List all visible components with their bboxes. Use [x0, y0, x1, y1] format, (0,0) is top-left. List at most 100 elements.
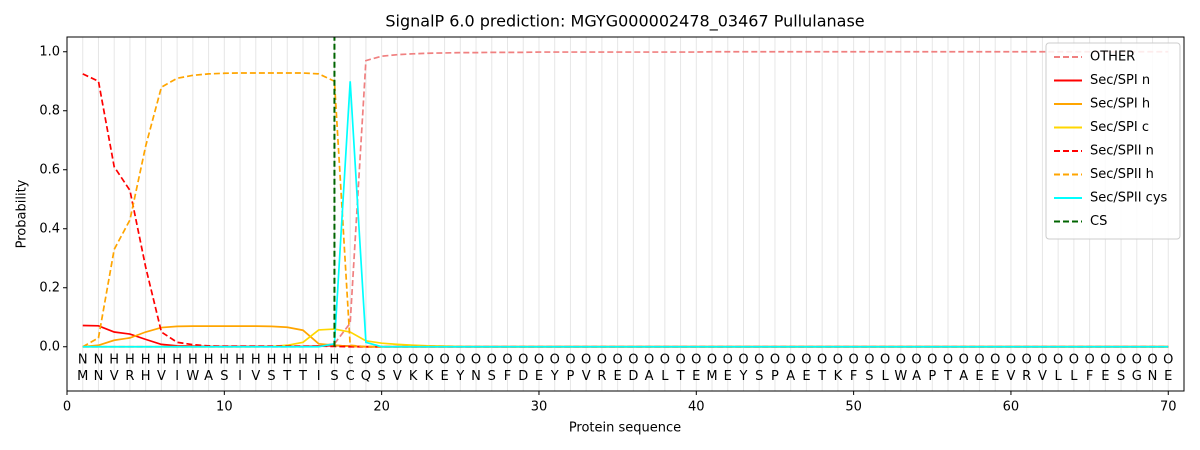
- residue-label: D: [518, 369, 528, 384]
- residue-label: I: [317, 369, 321, 384]
- region-label: H: [172, 353, 182, 368]
- legend-label: CS: [1090, 214, 1107, 229]
- region-label: H: [157, 353, 167, 368]
- residue-label: V: [393, 369, 402, 384]
- region-label: O: [801, 353, 811, 368]
- region-label: O: [943, 353, 953, 368]
- x-tick-label: 40: [688, 400, 705, 415]
- region-label: H: [298, 353, 308, 368]
- residue-label: S: [1117, 369, 1125, 384]
- region-label: O: [723, 353, 733, 368]
- region-label: O: [849, 353, 859, 368]
- region-label: O: [550, 353, 560, 368]
- residue-label: M: [77, 369, 88, 384]
- legend-label: OTHER: [1090, 50, 1135, 65]
- residue-label: V: [251, 369, 260, 384]
- region-label: O: [786, 353, 796, 368]
- residue-label: S: [488, 369, 496, 384]
- y-tick-label: 0.4: [39, 221, 60, 236]
- region-label: O: [691, 353, 701, 368]
- residue-label: V: [110, 369, 119, 384]
- x-tick-label: 70: [1160, 400, 1177, 415]
- region-label: O: [377, 353, 387, 368]
- residue-label: P: [567, 369, 575, 384]
- region-label: H: [235, 353, 245, 368]
- region-label: O: [471, 353, 481, 368]
- region-label: O: [817, 353, 827, 368]
- x-tick-label: 0: [63, 400, 71, 415]
- residue-label: V: [582, 369, 591, 384]
- residue-label: A: [786, 369, 795, 384]
- region-label: O: [628, 353, 638, 368]
- residue-label: L: [1055, 369, 1063, 384]
- region-label: O: [644, 353, 654, 368]
- residue-label: T: [282, 369, 291, 384]
- region-label: O: [833, 353, 843, 368]
- residue-label: I: [175, 369, 179, 384]
- region-label: O: [1132, 353, 1142, 368]
- region-label: H: [330, 353, 340, 368]
- residue-label: S: [378, 369, 386, 384]
- region-label: O: [1163, 353, 1173, 368]
- region-label: H: [109, 353, 119, 368]
- region-label: O: [1022, 353, 1032, 368]
- residue-label: Q: [361, 369, 371, 384]
- region-label: O: [770, 353, 780, 368]
- residue-label: A: [645, 369, 654, 384]
- legend-label: Sec/SPII h: [1090, 167, 1154, 182]
- residue-label: K: [425, 369, 434, 384]
- residue-label: F: [850, 369, 857, 384]
- residue-label: Y: [739, 369, 748, 384]
- residue-label: E: [535, 369, 543, 384]
- region-label: O: [927, 353, 937, 368]
- region-label: O: [455, 353, 465, 368]
- region-label: O: [424, 353, 434, 368]
- region-label: O: [1116, 353, 1126, 368]
- residue-label: V: [1006, 369, 1015, 384]
- residue-label: A: [912, 369, 921, 384]
- region-label: H: [204, 353, 214, 368]
- region-label: O: [754, 353, 764, 368]
- region-label: O: [487, 353, 497, 368]
- region-label: N: [78, 353, 88, 368]
- residue-label: K: [409, 369, 418, 384]
- y-tick-label: 0.8: [39, 103, 60, 118]
- residue-label: R: [1022, 369, 1031, 384]
- residue-label: S: [865, 369, 873, 384]
- region-label: O: [518, 353, 528, 368]
- residue-label: T: [676, 369, 685, 384]
- residue-label: E: [440, 369, 448, 384]
- region-label: O: [990, 353, 1000, 368]
- residue-label: F: [504, 369, 511, 384]
- region-label: O: [974, 353, 984, 368]
- series-line: [82, 81, 1169, 348]
- residue-label: H: [141, 369, 151, 384]
- region-label: O: [864, 353, 874, 368]
- region-label: O: [581, 353, 591, 368]
- region-label: H: [219, 353, 229, 368]
- y-tick-label: 0.2: [39, 280, 60, 295]
- legend-label: Sec/SPI h: [1090, 97, 1150, 112]
- region-label: H: [141, 353, 151, 368]
- region-label: O: [613, 353, 623, 368]
- residue-label: E: [692, 369, 700, 384]
- region-label: c: [347, 353, 354, 368]
- region-label: O: [896, 353, 906, 368]
- legend-label: Sec/SPII n: [1090, 144, 1154, 159]
- residue-label: V: [157, 369, 166, 384]
- residue-label: N: [471, 369, 481, 384]
- region-label: O: [1037, 353, 1047, 368]
- region-label: H: [188, 353, 198, 368]
- residue-label: E: [1101, 369, 1109, 384]
- y-tick-label: 0.6: [39, 162, 60, 177]
- region-label: O: [911, 353, 921, 368]
- residue-label: L: [661, 369, 669, 384]
- region-label: O: [675, 353, 685, 368]
- x-tick-label: 10: [216, 400, 233, 415]
- region-label: O: [565, 353, 575, 368]
- residue-label: E: [975, 369, 983, 384]
- region-label: O: [707, 353, 717, 368]
- residue-label: E: [802, 369, 810, 384]
- region-label: O: [361, 353, 371, 368]
